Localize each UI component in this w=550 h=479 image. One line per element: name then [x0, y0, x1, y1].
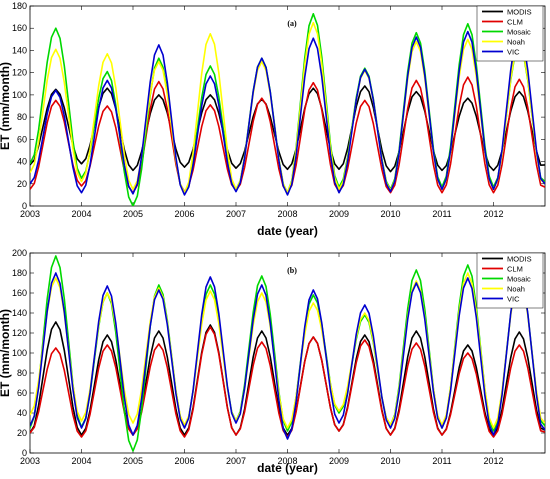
y-axis-label: ET (mm/month) — [0, 309, 12, 397]
legend-label: CLM — [507, 18, 523, 27]
y-tick-label: 160 — [12, 23, 27, 33]
legend-label: Noah — [507, 285, 525, 294]
x-tick-label: 2009 — [329, 209, 349, 219]
x-tick-label: 2004 — [71, 456, 91, 466]
x-tick-label: 2004 — [71, 209, 91, 219]
y-tick-label: 0 — [22, 201, 27, 211]
x-tick-label: 2009 — [329, 456, 349, 466]
y-tick-label: 140 — [12, 45, 27, 55]
y-tick-label: 60 — [17, 388, 27, 398]
x-tick-label: 2008 — [277, 209, 297, 219]
series-lines — [30, 13, 545, 206]
x-tick-label: 2007 — [226, 456, 246, 466]
y-tick-label: 40 — [17, 157, 27, 167]
y-tick-label: 160 — [12, 288, 27, 298]
series-line-vic — [30, 29, 545, 196]
y-tick-label: 20 — [17, 428, 27, 438]
y-axis-label: ET (mm/month) — [0, 62, 12, 150]
legend-label: Noah — [507, 38, 525, 47]
x-axis-label: date (year) — [257, 461, 318, 475]
x-tick-label: 2003 — [20, 456, 40, 466]
x-tick-label: 2005 — [123, 456, 143, 466]
y-tick-label: 180 — [12, 268, 27, 278]
y-tick-label: 100 — [12, 348, 27, 358]
legend-label: CLM — [507, 265, 523, 274]
panel-label: (b) — [287, 266, 297, 275]
y-tick-label: 80 — [17, 368, 27, 378]
y-tick-label: 60 — [17, 134, 27, 144]
y-tick-label: 140 — [12, 308, 27, 318]
plot-area — [29, 252, 546, 454]
legend-label: VIC — [507, 295, 520, 304]
x-tick-label: 2010 — [380, 456, 400, 466]
legend-label: Mosaic — [507, 28, 531, 37]
legend-label: Mosaic — [507, 275, 531, 284]
x-tick-label: 2005 — [123, 209, 143, 219]
legend-label: MODIS — [507, 255, 532, 264]
y-tick-label: 20 — [17, 179, 27, 189]
x-tick-label: 2003 — [20, 209, 40, 219]
x-tick-label: 2007 — [226, 209, 246, 219]
panel-a: 0 20 40 60 80 100 120 140 160 180 2003 2004 2005 2006… — [0, 1, 546, 238]
x-tick-label: 2012 — [483, 456, 503, 466]
y-tick-label: 120 — [12, 68, 27, 78]
panel-label: (a) — [287, 19, 297, 28]
panel-b: 0 20 40 60 80 100 120 140 160 180 200 2003 2004 2005 2… — [0, 248, 546, 475]
x-tick-label: 2008 — [277, 456, 297, 466]
x-tick-label: 2012 — [483, 209, 503, 219]
series-line-vic — [30, 272, 545, 440]
x-tick-label: 2011 — [432, 209, 451, 219]
y-tick-label: 180 — [12, 1, 27, 11]
x-tick-label: 2006 — [174, 209, 194, 219]
legend-label: MODIS — [507, 8, 532, 17]
x-tick-label: 2011 — [432, 456, 451, 466]
x-axis-label: date (year) — [257, 224, 318, 238]
legend-label: VIC — [507, 48, 520, 57]
y-tick-label: 200 — [12, 248, 27, 258]
y-tick-label: 40 — [17, 408, 27, 418]
x-tick-label: 2010 — [380, 209, 400, 219]
y-tick-label: 100 — [12, 90, 27, 100]
x-tick-label: 2006 — [174, 456, 194, 466]
y-tick-label: 0 — [22, 448, 27, 458]
y-tick-label: 120 — [12, 328, 27, 338]
series-line-modis — [30, 321, 545, 436]
series-lines — [30, 255, 545, 452]
y-tick-label: 80 — [17, 112, 27, 122]
